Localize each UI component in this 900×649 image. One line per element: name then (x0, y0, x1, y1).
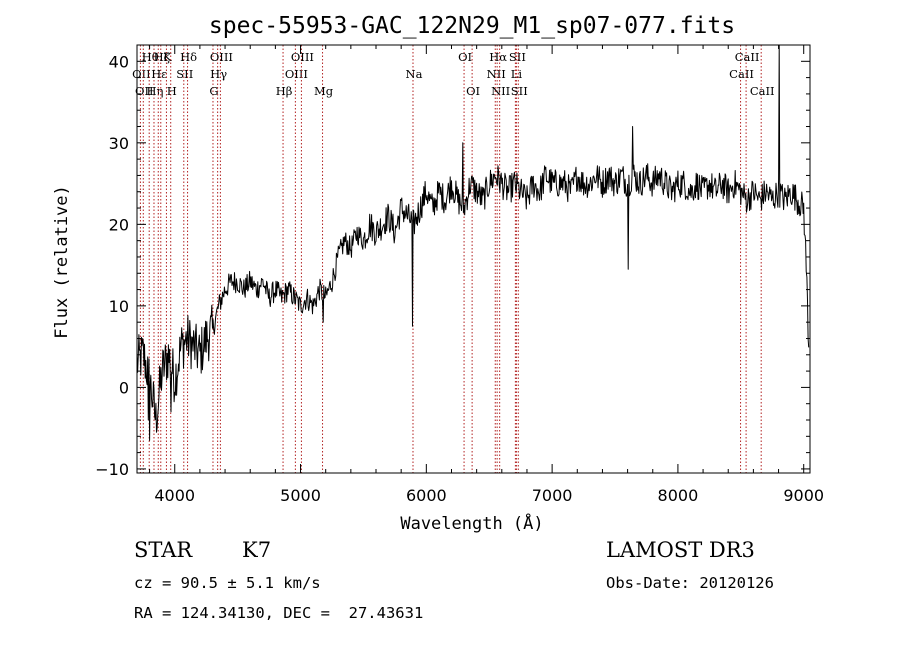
coordinates: RA = 124.34130, DEC = 27.43631 (134, 604, 424, 622)
marker-label-5: Hζ (154, 50, 170, 64)
y-tick-label-0: −10 (95, 460, 129, 479)
x-axis-label: Wavelength (Å) (400, 512, 543, 534)
x-axis: 4000 5000 6000 7000 8000 9000 (149, 45, 824, 505)
marker-label-16: Mg (314, 84, 334, 98)
y-axis-label: Flux (relative) (52, 185, 72, 339)
y-tick-label-4: 30 (109, 134, 129, 153)
marker-label-3: Hη (147, 84, 164, 98)
marker-label-25: SII (511, 84, 528, 98)
marker-label-19: OI (466, 84, 480, 98)
marker-label-14: OIII (285, 67, 308, 81)
marker-label-28: CaII (750, 84, 775, 98)
marker-label-10: G (209, 84, 218, 98)
y-tick-label-2: 10 (109, 297, 129, 316)
observation-date: Obs-Date: 20120126 (606, 574, 774, 592)
x-tick-label-0: 4000 (154, 486, 195, 505)
y-axis: −10 0 10 20 30 40 (95, 44, 810, 479)
marker-label-13: Hβ (276, 84, 293, 98)
redshift-cz: cz = 90.5 ± 5.1 km/s (134, 574, 321, 592)
spectrum-line (136, 44, 810, 441)
marker-label-20: NII (487, 67, 506, 81)
x-tick-label-3: 7000 (532, 486, 573, 505)
x-tick-label-2: 6000 (406, 486, 447, 505)
survey-name: LAMOST DR3 (606, 538, 755, 562)
marker-label-15: OIII (291, 50, 314, 64)
plot-frame (136, 44, 811, 474)
object-class: STAR (134, 538, 193, 562)
marker-label-6: K (163, 50, 172, 64)
marker-label-8: SII (176, 67, 193, 81)
spectrum-series (136, 44, 810, 441)
object-subclass: K7 (242, 538, 272, 562)
marker-label-27: CaII (735, 50, 760, 64)
marker-label-18: OI (458, 50, 472, 64)
marker-label-17: Na (406, 67, 423, 81)
marker-label-22: NII (491, 84, 510, 98)
marker-label-0: OII (132, 67, 151, 81)
marker-label-21: Hα (489, 50, 507, 64)
marker-label-12: OIII (210, 50, 233, 64)
marker-label-9: Hδ (180, 50, 197, 64)
x-tick-label-4: 8000 (658, 486, 699, 505)
x-tick-label-5: 9000 (783, 486, 824, 505)
marker-label-2: Hθ (142, 50, 159, 64)
chart-title: spec-55953-GAC_122N29_M1_sp07-077.fits (209, 13, 735, 39)
marker-label-24: SII (509, 50, 526, 64)
marker-label-11: Hγ (210, 67, 227, 81)
y-tick-label-5: 40 (109, 52, 129, 71)
marker-label-4: Hε (151, 67, 167, 81)
marker-label-7: H (167, 84, 177, 98)
y-tick-label-3: 20 (109, 215, 129, 234)
y-tick-label-1: 0 (119, 378, 129, 397)
line-markers: OIIOIIHθHηHεHζKHSIIHδGHγOIIIHβOIIIOIIIMg… (132, 45, 775, 473)
x-tick-label-1: 5000 (280, 486, 321, 505)
marker-label-26: CaII (729, 67, 754, 81)
